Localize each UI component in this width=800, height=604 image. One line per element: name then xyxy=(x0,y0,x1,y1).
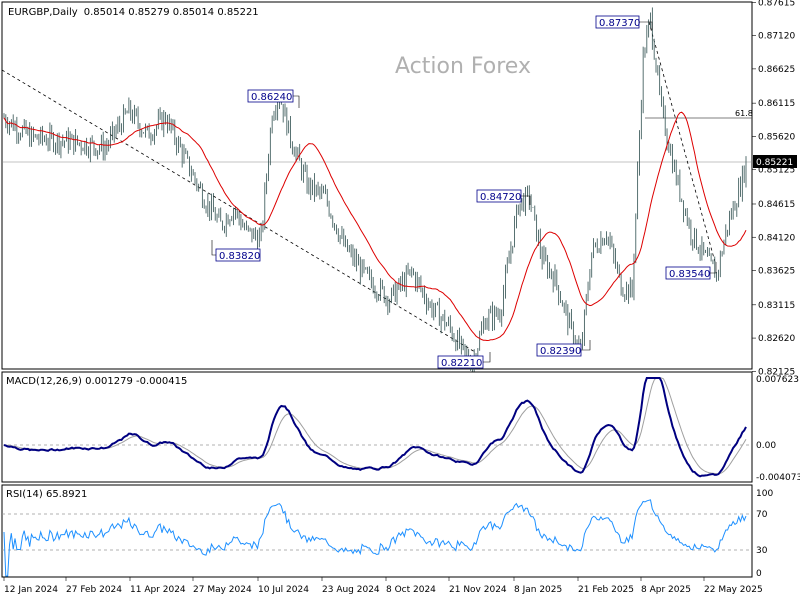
macd-pane xyxy=(1,371,753,483)
macd-line xyxy=(3,377,747,478)
x-tick-label: 22 May 2025 xyxy=(704,585,763,595)
rsi-tick-70: 70 xyxy=(756,510,768,520)
x-tick-label: 8 Jan 2025 xyxy=(514,585,562,595)
rsi-tick-0: 0 xyxy=(756,569,762,579)
svg-text:0.82210: 0.82210 xyxy=(441,358,482,369)
x-tick-label: 8 Apr 2025 xyxy=(641,585,691,595)
x-tick-label: 21 Feb 2025 xyxy=(578,585,634,595)
x-tick-label: 27 Feb 2024 xyxy=(66,585,122,595)
svg-text:0.82390: 0.82390 xyxy=(540,346,581,357)
x-tick-label: 12 Jan 2024 xyxy=(4,585,58,595)
x-tick-label: 10 Jul 2024 xyxy=(258,585,309,595)
x-tick-label: 27 May 2024 xyxy=(193,585,252,595)
x-tick-label: 21 Nov 2024 xyxy=(449,585,507,595)
y-tick-label: 0.86115 xyxy=(758,99,795,109)
y-tick-label: 0.86625 xyxy=(758,65,795,75)
y-tick-label: 0.87120 xyxy=(758,32,795,42)
y-tick-label: 0.84120 xyxy=(758,233,795,243)
annotation-083820: 0.83820 xyxy=(211,240,261,262)
annotation-082390: 0.82390 xyxy=(536,340,591,357)
y-tick-label: 0.85620 xyxy=(758,132,795,142)
trendline-down xyxy=(1,69,476,353)
svg-text:0.86240: 0.86240 xyxy=(251,92,292,103)
price-pane xyxy=(1,1,753,370)
macd-tick-zero: 0.00 xyxy=(756,441,776,451)
x-tick-label: 23 Aug 2024 xyxy=(322,585,380,595)
moving-average-line xyxy=(3,111,747,342)
y-tick-label: 0.83115 xyxy=(758,301,795,311)
macd-label: MACD(12,26,9) 0.001279 -0.000415 xyxy=(6,376,187,387)
macd-tick-top: 0.007623 xyxy=(756,375,799,385)
y-tick-label: 0.85125 xyxy=(758,166,795,176)
svg-text:0.83540: 0.83540 xyxy=(669,269,710,280)
x-tick-label: 11 Apr 2024 xyxy=(130,585,186,595)
rsi-line xyxy=(3,499,747,577)
annotation-087370: 0.87370 xyxy=(595,15,653,30)
x-axis: 12 Jan 2024 27 Feb 2024 11 Apr 2024 27 May … xyxy=(3,577,763,595)
y-tick-label: 0.84615 xyxy=(758,200,795,210)
y-tick-label: 0.82125 xyxy=(758,367,795,377)
macd-tick-bottom: -0.004073 xyxy=(756,473,800,483)
watermark: Action Forex xyxy=(395,54,531,79)
fib-61-label: 61.8 xyxy=(735,109,753,118)
annotation-086240: 0.86240 xyxy=(247,89,300,108)
svg-text:0.87370: 0.87370 xyxy=(599,18,640,29)
x-tick-label: 8 Oct 2024 xyxy=(386,585,436,595)
y-tick-label: 0.82620 xyxy=(758,334,795,344)
annotation-084720: 0.84720 xyxy=(476,189,531,205)
svg-text:0.84720: 0.84720 xyxy=(480,192,521,203)
y-axis-main: 0.87615 0.87120 0.86625 0.86115 0.85620 0.851… xyxy=(752,0,795,377)
current-price-label: 0.85221 xyxy=(756,158,793,168)
annotation-082210: 0.82210 xyxy=(437,352,491,369)
chart-header: EURGBP,Daily 0.85014 0.85279 0.85014 0.85… xyxy=(8,7,259,18)
rsi-tick-100: 100 xyxy=(756,489,773,499)
current-price-label-bg xyxy=(753,155,797,168)
y-tick-label: 0.87615 xyxy=(758,0,795,8)
rsi-tick-30: 30 xyxy=(756,546,768,556)
y-tick-label: 0.83625 xyxy=(758,267,795,277)
annotation-083540: 0.83540 xyxy=(665,262,717,280)
rsi-label: RSI(14) 65.8921 xyxy=(6,489,87,500)
svg-text:0.83820: 0.83820 xyxy=(219,251,260,262)
rsi-pane xyxy=(1,484,753,578)
